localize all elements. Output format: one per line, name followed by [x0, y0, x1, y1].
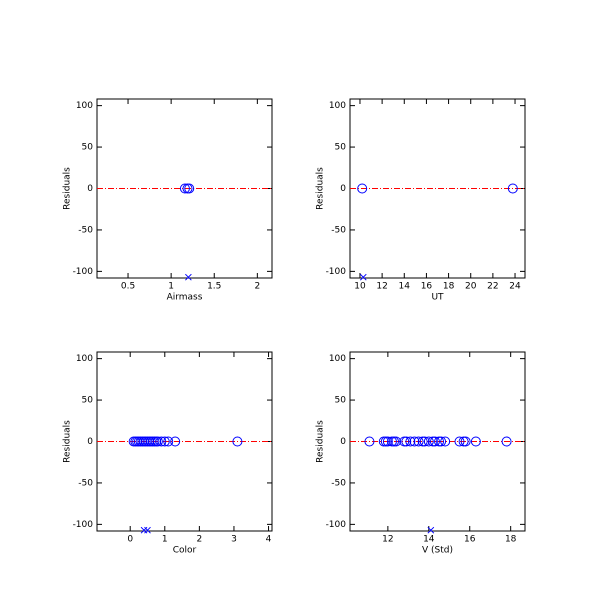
y-tick-label: 100: [76, 354, 93, 364]
point: [232, 436, 243, 447]
point: [179, 183, 190, 194]
y-tick-label: 100: [76, 101, 93, 111]
x-tick-label: 2: [197, 535, 203, 545]
y-tick-label: 0: [87, 437, 93, 447]
x-tick-label: 10: [354, 282, 366, 292]
point: [185, 273, 192, 281]
y-tick-label: -100: [326, 267, 347, 277]
point: [401, 436, 412, 447]
x-tick-label: 24: [509, 282, 521, 292]
y-tick-label: -50: [331, 225, 346, 235]
y-tick-label: -100: [326, 520, 347, 530]
y-tick-label: -50: [78, 478, 93, 488]
y-tick-label: 50: [335, 396, 347, 406]
point: [436, 436, 447, 447]
x-tick-label: 1.5: [207, 282, 221, 292]
y-tick-label: 100: [329, 101, 346, 111]
point: [152, 436, 163, 447]
point: [184, 183, 195, 194]
y-axis-label: Residuals: [63, 167, 73, 210]
y-tick-label: -100: [73, 520, 94, 530]
x-tick-label: 4: [266, 535, 272, 545]
point: [357, 183, 368, 194]
point: [170, 436, 181, 447]
x-tick-label: 12: [376, 282, 387, 292]
x-axis-label: Airmass: [167, 293, 203, 303]
point: [454, 436, 465, 447]
y-tick-label: 50: [82, 143, 94, 153]
point: [391, 436, 402, 447]
x-axis-label: UT: [431, 293, 444, 303]
point: [413, 436, 424, 447]
point: [409, 436, 420, 447]
point: [144, 526, 151, 534]
x-tick-label: 18: [505, 535, 517, 545]
x-tick-label: 2: [254, 282, 260, 292]
point: [429, 436, 440, 447]
x-tick-label: 0: [127, 535, 133, 545]
point: [156, 436, 167, 447]
x-tick-label: 16: [421, 282, 433, 292]
x-tick-label: 16: [464, 535, 476, 545]
x-tick-label: 22: [487, 282, 498, 292]
y-axis-label: Residuals: [63, 420, 73, 463]
x-tick-label: 0.5: [121, 282, 135, 292]
point: [419, 436, 430, 447]
y-axis-label: Residuals: [316, 167, 326, 210]
point: [405, 436, 416, 447]
point: [359, 273, 367, 281]
x-tick-label: 1: [168, 282, 174, 292]
point: [382, 436, 393, 447]
point: [159, 436, 170, 447]
point: [140, 526, 148, 534]
point: [440, 436, 451, 447]
x-axis-label: Color: [173, 546, 197, 556]
point: [163, 436, 174, 447]
y-tick-label: 0: [87, 184, 93, 194]
y-tick-label: -100: [73, 267, 94, 277]
y-tick-label: 100: [329, 354, 346, 364]
x-tick-label: 12: [382, 535, 393, 545]
point: [364, 436, 375, 447]
x-tick-label: 1: [162, 535, 168, 545]
x-tick-label: 18: [443, 282, 455, 292]
x-tick-label: 14: [399, 282, 411, 292]
y-tick-label: 50: [82, 396, 94, 406]
x-tick-label: 3: [231, 535, 237, 545]
point: [427, 526, 435, 534]
y-tick-label: 50: [335, 143, 347, 153]
y-tick-label: 0: [340, 184, 346, 194]
y-tick-label: 0: [340, 437, 346, 447]
x-tick-label: 20: [465, 282, 477, 292]
point: [470, 436, 481, 447]
y-tick-label: -50: [78, 225, 93, 235]
point: [460, 436, 471, 447]
x-tick-label: 14: [423, 535, 435, 545]
y-axis-label: Residuals: [316, 420, 326, 463]
x-axis-label: V (Std): [422, 546, 453, 556]
point: [423, 436, 434, 447]
point: [507, 183, 518, 194]
y-tick-label: -50: [331, 478, 346, 488]
point: [501, 436, 512, 447]
